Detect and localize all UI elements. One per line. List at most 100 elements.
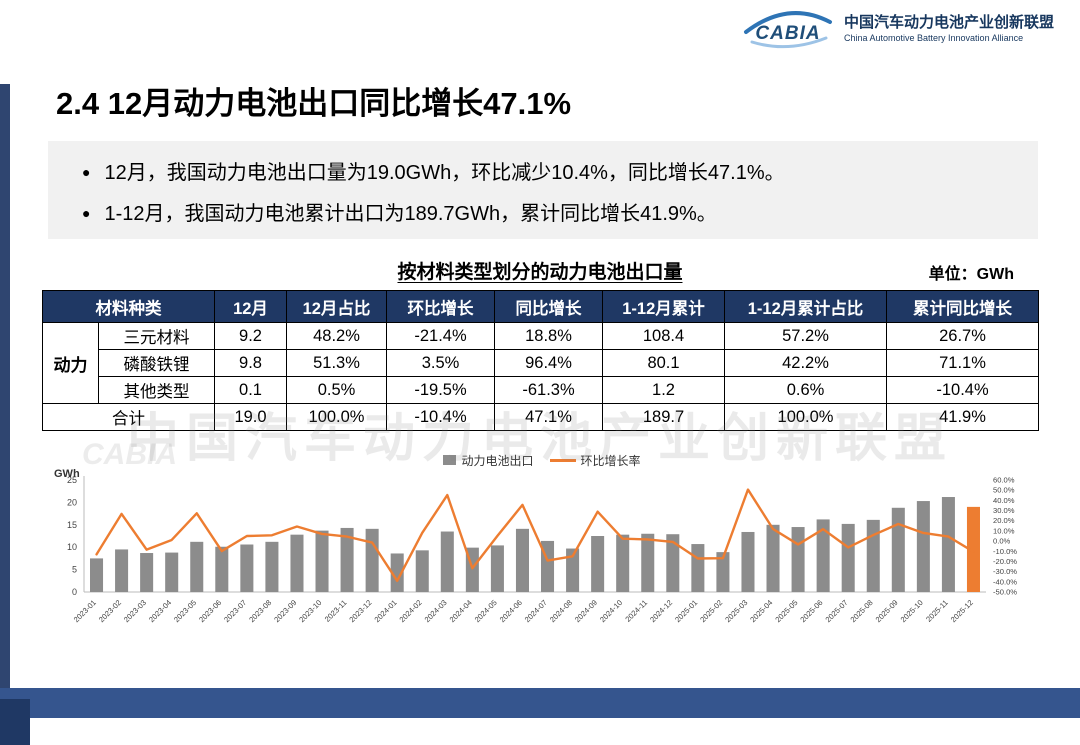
svg-text:2024-07: 2024-07 xyxy=(523,598,549,624)
table-title: 按材料类型划分的动力电池出口量 xyxy=(397,262,683,283)
svg-text:2023-04: 2023-04 xyxy=(147,598,173,624)
table-cell: 0.1 xyxy=(214,376,287,404)
table-cell: -10.4% xyxy=(386,403,495,431)
svg-text:2025-02: 2025-02 xyxy=(698,598,724,624)
svg-text:2025-08: 2025-08 xyxy=(849,598,875,624)
legend-item-bar: 动力电池出口 xyxy=(443,452,534,469)
table-cell: 9.8 xyxy=(214,349,287,377)
svg-text:2025-10: 2025-10 xyxy=(899,598,925,624)
org-name-en: China Automotive Battery Innovation Alli… xyxy=(843,32,1024,43)
unit-label: 单位：GWh xyxy=(928,266,1014,283)
brand-header: CABIA 中国汽车动力电池产业创新联盟 China Automotive Ba… xyxy=(742,8,1054,50)
header-ytd-yoy: 累计同比增长 xyxy=(886,290,1039,323)
summary-box: 12月，我国动力电池出口量为19.0GWh，环比减少10.4%，同比增长47.1… xyxy=(48,141,1038,239)
svg-text:2025-11: 2025-11 xyxy=(924,598,950,624)
svg-text:2024-02: 2024-02 xyxy=(398,598,424,624)
export-chart: GWh 动力电池出口 环比增长率 25 20 15 10 5 0 60.0% 50.0% 40.… xyxy=(38,452,1046,666)
table-total-row: 合计 19.0 100.0% -10.4% 47.1% 189.7 100.0%… xyxy=(42,403,1039,431)
legend-bar-label: 动力电池出口 xyxy=(461,453,534,468)
svg-text:2025-06: 2025-06 xyxy=(798,598,824,624)
group-label-cell: 动力 xyxy=(42,322,99,404)
table-row: 动力 三元材料 9.2 48.2% -21.4% 18.8% 108.4 57.… xyxy=(42,322,1039,404)
svg-text:2023-01: 2023-01 xyxy=(72,598,98,624)
material-name-cell: 三元材料 xyxy=(98,322,215,350)
svg-text:2024-08: 2024-08 xyxy=(548,598,574,624)
svg-text:-40.0%: -40.0% xyxy=(993,577,1017,586)
table-section-head: 按材料类型划分的动力电池出口量 xyxy=(0,257,1080,284)
org-name-cn: 中国汽车动力电池产业创新联盟 xyxy=(843,14,1054,31)
svg-text:-50.0%: -50.0% xyxy=(993,588,1017,597)
table-row: 磷酸铁锂 9.8 51.3% 3.5% 96.4% 80.1 42.2% 71.… xyxy=(43,349,1039,377)
svg-text:2025-05: 2025-05 xyxy=(773,598,799,624)
svg-text:2023-06: 2023-06 xyxy=(197,598,223,624)
table-cell: 18.8% xyxy=(494,322,603,350)
svg-text:2023-12: 2023-12 xyxy=(347,598,373,624)
svg-text:2023-09: 2023-09 xyxy=(272,598,298,624)
svg-text:2023-10: 2023-10 xyxy=(297,598,323,624)
cabia-logo-icon: CABIA xyxy=(743,11,832,49)
table-cell: 80.1 xyxy=(602,349,725,377)
header-yoy-growth: 同比增长 xyxy=(494,290,603,323)
material-name-cell: 磷酸铁锂 xyxy=(98,349,215,377)
legend-item-line: 环比增长率 xyxy=(549,452,641,469)
svg-text:2025-03: 2025-03 xyxy=(723,598,749,624)
svg-text:5: 5 xyxy=(72,565,77,575)
svg-text:0.0%: 0.0% xyxy=(993,537,1011,546)
table-cell: 9.2 xyxy=(214,322,287,350)
table-cell: 19.0 xyxy=(214,403,287,431)
table-cell: 57.2% xyxy=(724,322,887,350)
table-cell: 47.1% xyxy=(494,403,603,431)
table-cell: 0.6% xyxy=(724,376,887,404)
table-cell: 100.0% xyxy=(724,403,887,431)
line-series-swatch-icon xyxy=(549,458,576,462)
svg-text:2024-10: 2024-10 xyxy=(598,598,624,624)
svg-text:-10.0%: -10.0% xyxy=(993,547,1017,556)
svg-text:2025-09: 2025-09 xyxy=(874,598,900,624)
table-cell: 42.2% xyxy=(724,349,887,377)
org-name-block: 中国汽车动力电池产业创新联盟 China Automotive Battery … xyxy=(844,14,1054,44)
svg-text:2025-04: 2025-04 xyxy=(748,598,774,624)
bullet-item: 12月，我国动力电池出口量为19.0GWh，环比减少10.4%，同比增长47.1… xyxy=(82,153,1004,194)
svg-text:10.0%: 10.0% xyxy=(993,526,1015,535)
header-mom-growth: 环比增长 xyxy=(386,290,495,323)
svg-text:2025-07: 2025-07 xyxy=(824,598,850,624)
table-cell: -10.4% xyxy=(886,376,1039,404)
svg-text:0: 0 xyxy=(72,587,77,597)
svg-text:25: 25 xyxy=(67,475,77,485)
svg-text:2023-11: 2023-11 xyxy=(323,598,349,624)
page-title: 2.4 12月动力电池出口同比增长47.1% xyxy=(56,86,572,121)
svg-text:2023-07: 2023-07 xyxy=(222,598,248,624)
svg-text:40.0%: 40.0% xyxy=(993,496,1015,505)
svg-text:-30.0%: -30.0% xyxy=(993,567,1017,576)
svg-text:30.0%: 30.0% xyxy=(993,506,1015,515)
table-cell: 51.3% xyxy=(286,349,387,377)
combo-chart-svg: 25 20 15 10 5 0 60.0%50.0%40.0%30.0%20.0%10.0%… xyxy=(67,475,1017,624)
svg-text:2024-11: 2024-11 xyxy=(623,598,649,624)
left-axis-unit-label: GWh xyxy=(54,468,80,480)
table-cell: -21.4% xyxy=(386,322,495,350)
svg-text:2024-03: 2024-03 xyxy=(423,598,449,624)
chart-legend: 动力电池出口 环比增长率 xyxy=(38,452,1046,468)
table-cell: 96.4% xyxy=(494,349,603,377)
table-cell: 1.2 xyxy=(602,376,725,404)
svg-text:2023-02: 2023-02 xyxy=(97,598,123,624)
left-edge-stripe xyxy=(0,84,10,688)
table-row: 其他类型 0.1 0.5% -19.5% -61.3% 1.2 0.6% -10… xyxy=(43,376,1039,404)
svg-text:2024-04: 2024-04 xyxy=(448,598,474,624)
table-cell: 108.4 xyxy=(602,322,725,350)
table-cell: 26.7% xyxy=(886,322,1039,350)
table-cell: 0.5% xyxy=(286,376,387,404)
header-material-type: 材料种类 xyxy=(42,290,215,323)
header-ytd-share: 1-12月累计占比 xyxy=(724,290,887,323)
svg-text:50.0%: 50.0% xyxy=(993,486,1015,495)
material-name-cell: 其他类型 xyxy=(98,376,215,404)
table-cell: -19.5% xyxy=(386,376,495,404)
svg-text:2023-05: 2023-05 xyxy=(172,598,198,624)
header-dec: 12月 xyxy=(214,290,287,323)
cabia-logo-text: CABIA xyxy=(755,23,820,44)
header-ytd: 1-12月累计 xyxy=(602,290,725,323)
table-cell: 48.2% xyxy=(286,322,387,350)
table-cell: 100.0% xyxy=(286,403,387,431)
table-cell: -61.3% xyxy=(494,376,603,404)
